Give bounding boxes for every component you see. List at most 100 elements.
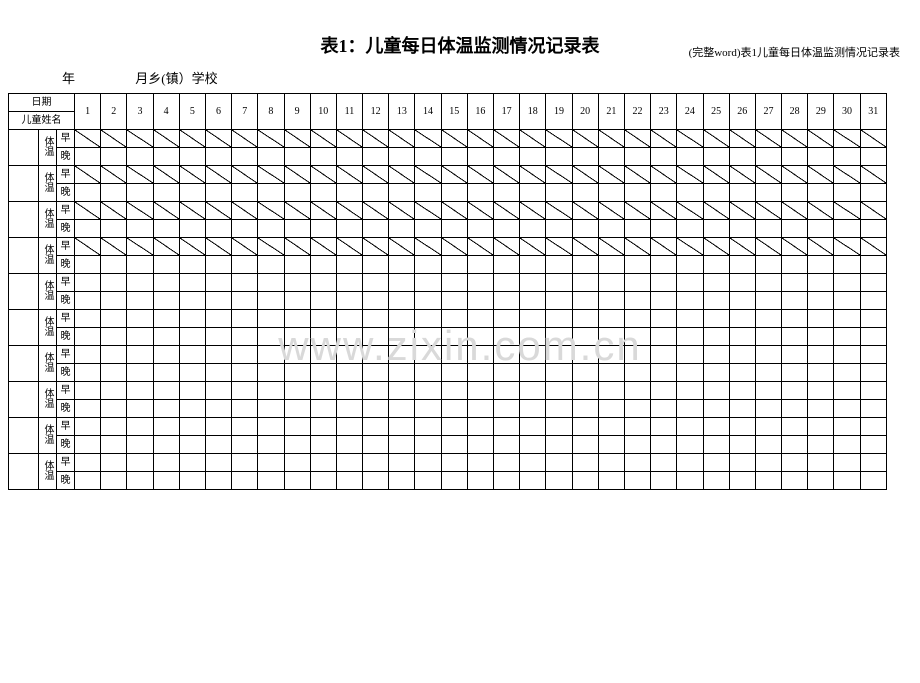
temp-cell — [677, 130, 703, 148]
temp-cell — [127, 310, 153, 328]
temp-cell — [415, 274, 441, 292]
temp-cell — [310, 220, 336, 238]
temp-cell — [860, 220, 886, 238]
temp-cell — [441, 220, 467, 238]
temp-cell — [598, 238, 624, 256]
temp-cell — [363, 400, 389, 418]
temp-cell — [467, 166, 493, 184]
temp-cell — [467, 310, 493, 328]
temp-cell — [179, 238, 205, 256]
header-day: 12 — [363, 94, 389, 130]
temp-cell — [284, 148, 310, 166]
temp-cell — [310, 238, 336, 256]
temp-cell — [205, 202, 231, 220]
temp-cell — [336, 274, 362, 292]
header-day: 20 — [572, 94, 598, 130]
temp-cell — [310, 346, 336, 364]
temp-cell — [546, 382, 572, 400]
temp-cell — [179, 166, 205, 184]
temp-cell — [310, 436, 336, 454]
temp-cell — [703, 202, 729, 220]
temp-cell — [336, 310, 362, 328]
temp-cell — [808, 238, 834, 256]
temp-cell — [179, 184, 205, 202]
evening-label: 晚 — [57, 292, 75, 310]
temp-cell — [415, 130, 441, 148]
temp-cell — [258, 382, 284, 400]
temp-cell — [153, 274, 179, 292]
temp-cell — [467, 454, 493, 472]
temp-cell — [598, 400, 624, 418]
temp-cell — [363, 454, 389, 472]
temp-cell — [572, 454, 598, 472]
temp-cell — [782, 184, 808, 202]
temp-cell — [336, 238, 362, 256]
temp-cell — [572, 166, 598, 184]
name-cell — [9, 130, 39, 166]
temp-cell — [782, 346, 808, 364]
temp-cell — [75, 400, 101, 418]
temp-cell — [363, 184, 389, 202]
temp-cell — [205, 274, 231, 292]
temp-cell — [598, 472, 624, 490]
temp-cell — [677, 166, 703, 184]
temp-cell — [494, 220, 520, 238]
temp-cell — [363, 202, 389, 220]
temp-cell — [363, 436, 389, 454]
temp-cell — [232, 472, 258, 490]
temp-cell — [363, 166, 389, 184]
temp-cell — [860, 418, 886, 436]
temp-cell — [441, 436, 467, 454]
temp-cell — [546, 256, 572, 274]
temp-cell — [651, 292, 677, 310]
temp-cell — [782, 148, 808, 166]
temp-cell — [179, 328, 205, 346]
temp-cell — [755, 382, 781, 400]
body-temp-label: 体温 — [39, 382, 57, 418]
temp-cell — [755, 472, 781, 490]
temp-cell — [598, 310, 624, 328]
temp-cell — [415, 238, 441, 256]
temp-cell — [363, 274, 389, 292]
temp-cell — [258, 184, 284, 202]
temp-cell — [546, 148, 572, 166]
temp-cell — [232, 274, 258, 292]
temp-cell — [75, 148, 101, 166]
temp-cell — [232, 184, 258, 202]
temp-cell — [441, 346, 467, 364]
temp-cell — [336, 202, 362, 220]
temp-cell — [127, 256, 153, 274]
temp-cell — [651, 328, 677, 346]
temp-cell — [441, 130, 467, 148]
temp-cell — [415, 364, 441, 382]
subheader: 年 月乡(镇）学校 — [62, 68, 920, 87]
temp-cell — [860, 130, 886, 148]
temp-cell — [677, 310, 703, 328]
temp-cell — [389, 310, 415, 328]
temp-cell — [808, 202, 834, 220]
temp-cell — [520, 310, 546, 328]
temp-cell — [179, 364, 205, 382]
temp-cell — [127, 238, 153, 256]
temp-cell — [310, 148, 336, 166]
temp-cell — [572, 130, 598, 148]
temp-cell — [729, 130, 755, 148]
temp-cell — [441, 472, 467, 490]
temp-cell — [363, 292, 389, 310]
temp-cell — [415, 400, 441, 418]
temp-cell — [441, 238, 467, 256]
temp-cell — [127, 418, 153, 436]
temp-cell — [441, 400, 467, 418]
temp-cell — [834, 454, 860, 472]
temp-cell — [205, 130, 231, 148]
temp-cell — [624, 184, 650, 202]
temp-cell — [546, 130, 572, 148]
temp-cell — [572, 274, 598, 292]
temp-cell — [651, 238, 677, 256]
temp-cell — [363, 238, 389, 256]
temp-cell — [703, 220, 729, 238]
temp-cell — [467, 274, 493, 292]
temp-cell — [101, 256, 127, 274]
temp-cell — [598, 148, 624, 166]
temp-cell — [782, 328, 808, 346]
